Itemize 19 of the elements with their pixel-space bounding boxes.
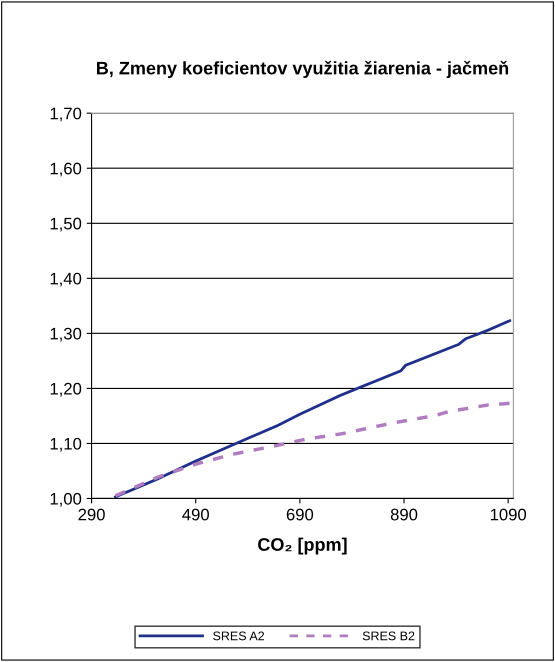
y-tick-label: 1,00: [50, 492, 82, 507]
x-tick-label: 290: [78, 508, 105, 520]
x-tick-label: 690: [286, 508, 314, 520]
legend-label: SRES A2: [213, 631, 264, 640]
y-tick-label: 1,10: [50, 438, 82, 452]
y-tick-label: 1,40: [50, 272, 82, 286]
y-tick-label: 1,20: [50, 382, 82, 397]
x-axis-title: CO₂ [ppm]: [258, 538, 347, 554]
y-tick-label: 1,50: [50, 218, 82, 232]
line-series: [114, 319, 512, 498]
line-series: [114, 402, 512, 498]
x-tick-label: 490: [182, 508, 209, 520]
y-tick-label: 1,70: [50, 108, 82, 122]
y-tick-label: 1,30: [50, 328, 82, 342]
x-tick-label: 890: [390, 508, 418, 520]
x-tick-label: 1090: [490, 508, 526, 520]
y-tick-label: 1,60: [50, 162, 82, 176]
chart-title: B, Zmeny koeficientov využitia žiarenia - jačmeň: [96, 60, 508, 78]
legend-label: SRES B2: [362, 631, 414, 640]
